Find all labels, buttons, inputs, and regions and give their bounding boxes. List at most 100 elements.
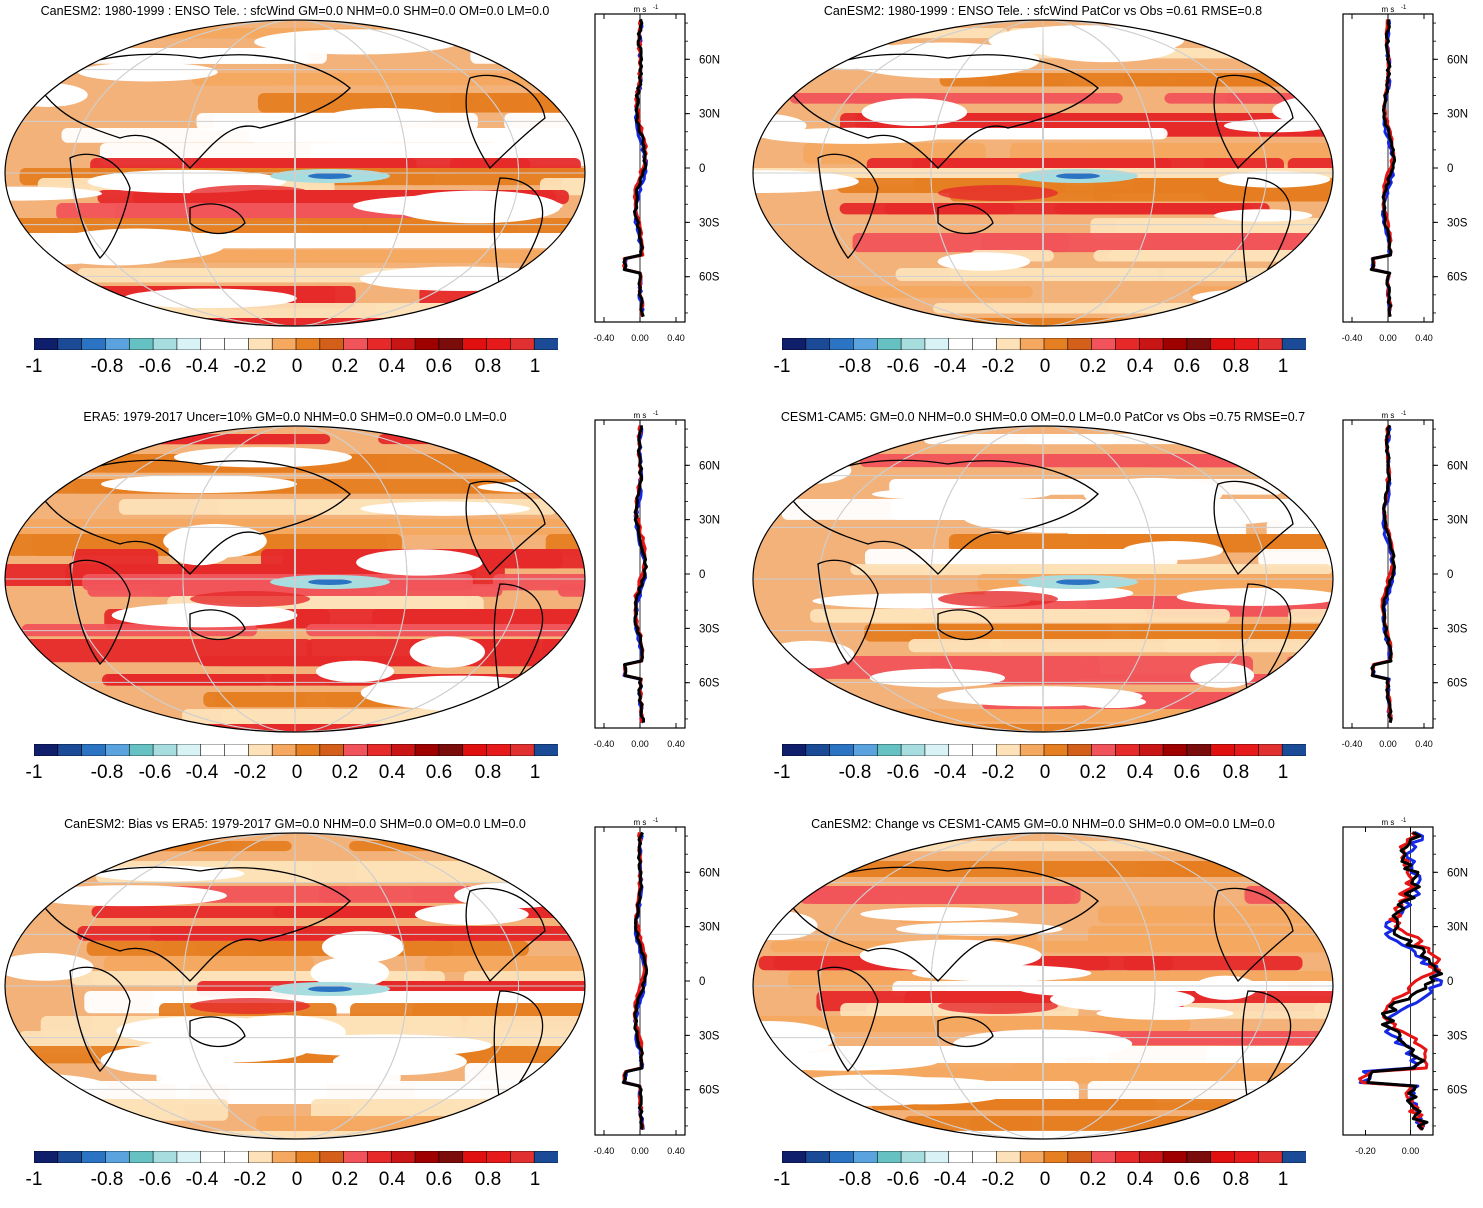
colorbar-label: 0.2 xyxy=(1080,1169,1106,1191)
ytick-label: 30N xyxy=(699,109,720,121)
field-patch xyxy=(1194,976,1258,1000)
field-band xyxy=(1295,434,1338,444)
ytick-label: 0 xyxy=(699,569,705,581)
equatorial-core xyxy=(308,579,352,585)
field-band xyxy=(1314,639,1338,652)
colorbar-swatch xyxy=(1092,1151,1116,1163)
colorbar-swatch xyxy=(129,338,153,350)
field-band xyxy=(1295,48,1338,58)
colorbar-swatch xyxy=(877,338,901,350)
colorbar-swatch xyxy=(925,1151,949,1163)
colorbar-swatch xyxy=(949,744,973,756)
field-band xyxy=(890,841,1198,851)
colorbar-label: 1 xyxy=(1278,1169,1289,1191)
field-patch xyxy=(860,907,1018,921)
colorbar-label: 0.6 xyxy=(426,356,452,378)
colorbar-label: 0.4 xyxy=(379,1169,405,1191)
field-band xyxy=(1025,434,1338,444)
colorbar-label: -0.6 xyxy=(887,1169,920,1191)
colorbar-label: -0.4 xyxy=(934,762,967,784)
colorbar-swatch xyxy=(129,1151,153,1163)
field-band xyxy=(989,639,1220,652)
field-band xyxy=(1241,692,1338,710)
ytick-label: 30N xyxy=(699,922,720,934)
robinson-map xyxy=(0,831,590,1141)
colorbar-swatch xyxy=(34,338,58,350)
colorbar-swatch xyxy=(782,1151,806,1163)
field-band xyxy=(1244,886,1338,904)
panel-title: CanESM2: Bias vs ERA5: 1979-2017 GM=0.0 … xyxy=(0,817,590,831)
field-band xyxy=(1253,624,1338,642)
ytick-label: 30N xyxy=(699,515,720,527)
colorbar-swatch xyxy=(1020,338,1044,350)
xtick-label: 0.40 xyxy=(667,333,685,343)
colorbar-swatch xyxy=(901,1151,925,1163)
panel-4: CESM1-CAM5: GM=0.0 NHM=0.0 SHM=0.0 OM=0.… xyxy=(748,406,1483,801)
colorbar-swatch xyxy=(1235,1151,1259,1163)
plot-frame xyxy=(1343,827,1433,1135)
graticule-lon xyxy=(295,426,296,732)
xtick-label: -0.20 xyxy=(1355,1146,1376,1156)
ytick-label: 30N xyxy=(1447,109,1468,121)
colorbar-label: -0.8 xyxy=(839,1169,872,1191)
colorbar-label: 0.4 xyxy=(1127,1169,1153,1191)
unit-label: m s xyxy=(634,411,647,420)
field-band xyxy=(575,93,590,112)
colorbar-swatch xyxy=(34,744,58,756)
colorbar-swatch xyxy=(487,338,511,350)
field-band xyxy=(1183,709,1338,722)
xtick-label: 0.00 xyxy=(1402,1146,1420,1156)
colorbar-swatch xyxy=(1235,744,1259,756)
field-patch xyxy=(356,549,483,575)
field-band xyxy=(555,639,590,662)
colorbar-swatch xyxy=(58,744,82,756)
colorbar-label: 0.8 xyxy=(475,1169,501,1191)
field-band xyxy=(510,692,590,707)
ytick-label: 0 xyxy=(1447,569,1453,581)
colorbar-label: 0.4 xyxy=(379,356,405,378)
field-patch xyxy=(773,1075,968,1106)
colorbar-swatch xyxy=(1282,338,1306,350)
ytick-label: 30S xyxy=(699,623,720,635)
colorbar-label: 0.2 xyxy=(332,356,358,378)
field-band xyxy=(1164,93,1338,104)
field-band xyxy=(1083,724,1272,734)
panel-title: ERA5: 1979-2017 Uncer=10% GM=0.0 NHM=0.0… xyxy=(0,410,590,424)
unit-superscript: -1 xyxy=(653,818,659,824)
field-band xyxy=(106,674,266,686)
graticule-lon xyxy=(1043,20,1044,326)
colorbar-swatch xyxy=(853,1151,877,1163)
warm-anomaly xyxy=(938,998,1058,1014)
field-band xyxy=(483,841,582,851)
field-patch xyxy=(116,1016,288,1045)
colorbar-label: 0.6 xyxy=(426,762,452,784)
field-band xyxy=(1167,841,1338,851)
field-band xyxy=(1081,318,1338,328)
ytick-label: 30N xyxy=(1447,515,1468,527)
colorbar-swatch xyxy=(1211,1151,1235,1163)
xtick-label: 0.00 xyxy=(1379,739,1397,749)
colorbar-label: -1 xyxy=(774,356,791,378)
colorbar-swatch xyxy=(320,744,344,756)
field-band xyxy=(576,1131,590,1141)
panel-6: CanESM2: Change vs CESM1-CAM5 GM=0.0 NHM… xyxy=(748,813,1483,1208)
field-patch xyxy=(872,488,1051,501)
field-band xyxy=(1330,596,1338,617)
ytick-label: 60N xyxy=(699,867,720,879)
colorbar-swatch xyxy=(201,1151,225,1163)
colorbar-swatch xyxy=(320,338,344,350)
equatorial-core xyxy=(308,986,352,992)
xtick-label: -0.40 xyxy=(1342,333,1363,343)
panel-3: ERA5: 1979-2017 Uncer=10% GM=0.0 NHM=0.0… xyxy=(0,406,740,801)
colorbar xyxy=(782,338,1306,350)
colorbar xyxy=(782,744,1306,756)
field-band xyxy=(1004,203,1253,214)
colorbar-swatch xyxy=(973,744,997,756)
field-patch xyxy=(322,931,404,962)
ytick-label: 30S xyxy=(1447,623,1468,635)
colorbar-swatch xyxy=(1068,338,1092,350)
colorbar-label: 0.8 xyxy=(475,762,501,784)
colorbar-label: -0.4 xyxy=(186,762,219,784)
